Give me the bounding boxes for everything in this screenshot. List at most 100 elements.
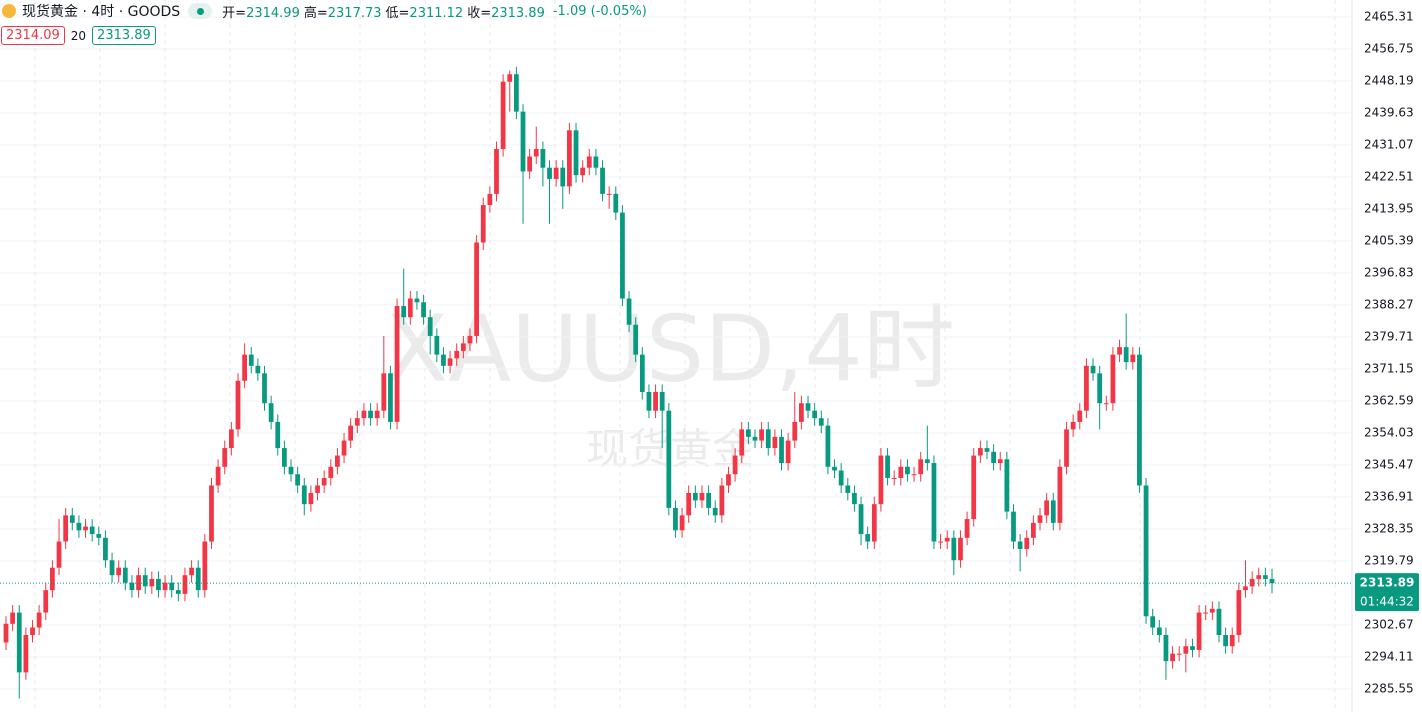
candle-body xyxy=(1004,459,1010,512)
candle xyxy=(600,160,605,202)
candle xyxy=(944,530,950,550)
candle xyxy=(341,433,347,464)
candle xyxy=(288,459,294,482)
candle xyxy=(1070,414,1076,437)
candle-body xyxy=(593,156,599,168)
candle-body xyxy=(1150,616,1156,628)
candle-body xyxy=(1084,365,1089,411)
y-tick-label: 2371.15 xyxy=(1364,362,1414,376)
candle-body xyxy=(16,612,22,673)
candle xyxy=(553,160,559,187)
candle xyxy=(354,410,360,434)
candle xyxy=(394,298,400,430)
symbol-icon xyxy=(2,4,16,18)
candle xyxy=(69,507,75,531)
candle xyxy=(235,373,241,437)
candle xyxy=(421,294,426,325)
candle xyxy=(1262,567,1268,587)
candle-body xyxy=(162,582,168,591)
candle xyxy=(348,418,354,449)
candle xyxy=(785,433,791,471)
candle-body xyxy=(69,515,75,523)
candle-body xyxy=(1170,653,1175,662)
candle-body xyxy=(520,111,526,172)
candle-body xyxy=(639,354,645,392)
candle xyxy=(162,575,168,598)
y-tick-label: 2456.75 xyxy=(1364,42,1414,56)
candle-body xyxy=(1143,485,1149,617)
candle-body xyxy=(1190,646,1195,650)
candle-body xyxy=(1117,347,1122,355)
candle-body xyxy=(494,149,499,194)
candle-body xyxy=(513,74,519,112)
candle-body xyxy=(885,455,890,478)
candle-body xyxy=(255,365,261,374)
candle-body xyxy=(288,466,294,475)
candle-body xyxy=(388,373,393,422)
candle xyxy=(388,365,393,430)
candle-body xyxy=(527,156,533,172)
candle xyxy=(1097,365,1103,430)
candle-body xyxy=(1030,522,1036,538)
candle-body xyxy=(944,537,950,542)
candle-body xyxy=(1090,365,1096,374)
candle xyxy=(1137,347,1142,493)
candle xyxy=(620,205,625,307)
candle-body xyxy=(1103,403,1109,405)
candle-body xyxy=(321,477,327,486)
candle xyxy=(513,66,519,120)
candle xyxy=(666,403,672,516)
candle xyxy=(686,485,692,523)
candle-body xyxy=(129,582,135,591)
candle-body xyxy=(215,466,221,486)
candle xyxy=(335,448,340,475)
candle xyxy=(792,392,798,449)
candle-body xyxy=(301,485,307,505)
candle xyxy=(812,403,818,426)
ohlc-label: 高= xyxy=(303,5,328,21)
candle xyxy=(63,507,69,550)
candle xyxy=(368,403,373,426)
candle xyxy=(739,421,745,464)
candle-body xyxy=(706,492,711,508)
candle-body xyxy=(567,130,572,187)
candle-body xyxy=(626,298,632,325)
candle-body xyxy=(149,578,155,587)
candle xyxy=(580,160,586,183)
candle xyxy=(1269,568,1275,594)
candle xyxy=(1163,627,1169,680)
candle-body xyxy=(76,522,82,531)
candle-body xyxy=(235,380,241,430)
bid-box[interactable]: 2314.09 xyxy=(1,26,65,45)
candle-body xyxy=(10,612,16,624)
candle-body xyxy=(580,167,586,176)
candle-body xyxy=(818,418,824,426)
ohlc-label: 低= xyxy=(385,5,410,21)
candle xyxy=(242,343,248,389)
candle-body xyxy=(1123,347,1129,363)
candle xyxy=(832,459,837,478)
y-tick-label: 2362.59 xyxy=(1364,394,1414,408)
candle-body xyxy=(679,515,685,531)
y-tick-label: 2405.39 xyxy=(1364,234,1414,248)
candle-body xyxy=(3,623,9,643)
candle xyxy=(1130,347,1136,370)
candle-body xyxy=(96,534,102,538)
y-tick-label: 2328.35 xyxy=(1364,522,1414,536)
candle-body xyxy=(1196,612,1202,650)
candle xyxy=(209,477,214,550)
candle-body xyxy=(805,403,811,411)
candle-body xyxy=(931,463,937,542)
candle xyxy=(103,530,108,568)
candle xyxy=(374,403,380,426)
candle xyxy=(951,530,957,576)
ask-box[interactable]: 2313.89 xyxy=(92,26,156,45)
status-badge xyxy=(188,3,213,19)
candle xyxy=(16,605,22,699)
candle-body xyxy=(745,429,751,437)
candle xyxy=(248,347,254,374)
y-tick-label: 2431.07 xyxy=(1364,138,1414,152)
candle-body xyxy=(381,373,387,411)
ohlc-legend: 开=2314.99 高=2317.73 低=2311.12 收=2313.89 xyxy=(218,2,545,21)
